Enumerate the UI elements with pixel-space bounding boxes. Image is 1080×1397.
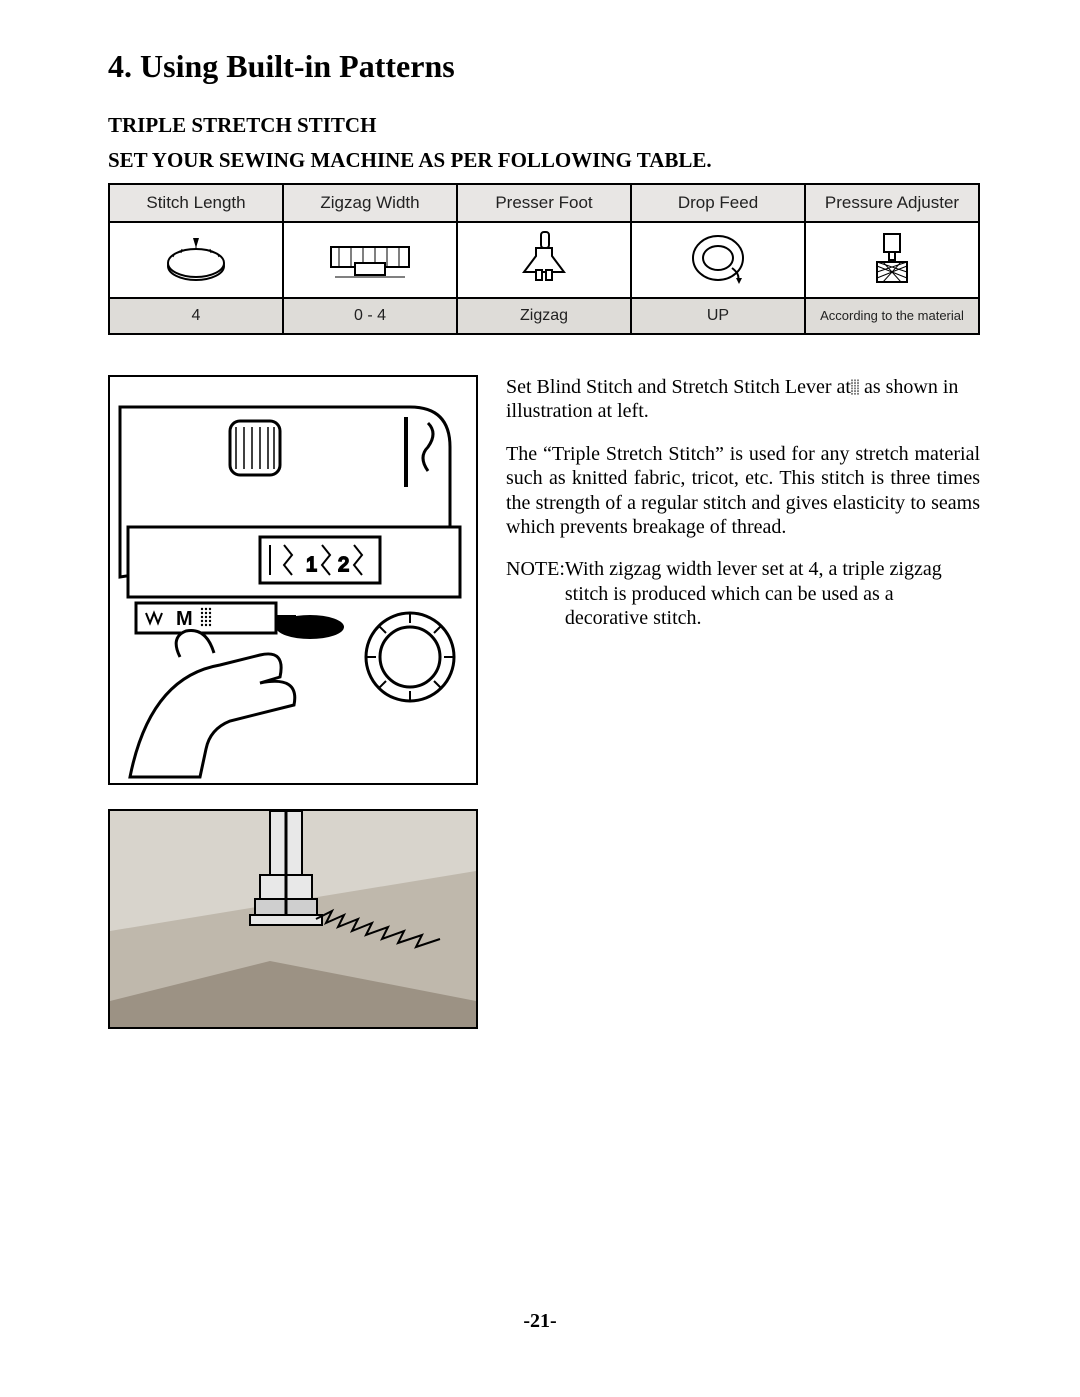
pressure-adjuster-icon [805,222,979,298]
p1-text-a: Set Blind Stitch and Stretch Stitch Leve… [506,376,851,398]
zigzag-width-scale-icon [283,222,457,298]
settings-table: Stitch Length Zigzag Width Presser Foot … [108,183,980,335]
illustration-column: 1 2 M [108,375,478,1029]
stitch-length-value: 4 [109,298,283,334]
instruction-para-2: The “Triple Stretch Stitch” is used for … [506,442,980,540]
note-body: With zigzag width lever set at 4, a trip… [565,557,980,630]
col-pressure-adjuster: Pressure Adjuster [805,184,979,222]
svg-text:2: 2 [338,554,349,576]
section-title: 4. Using Built-in Patterns [108,48,980,85]
col-zigzag-width: Zigzag Width [283,184,457,222]
col-presser-foot: Presser Foot [457,184,631,222]
table-header-row: Stitch Length Zigzag Width Presser Foot … [109,184,979,222]
col-drop-feed: Drop Feed [631,184,805,222]
body-text: Set Blind Stitch and Stretch Stitch Leve… [506,375,980,649]
presser-foot-value: Zigzag [457,298,631,334]
svg-text:1: 1 [306,554,317,576]
drop-feed-dial-icon [631,222,805,298]
page-number: -21- [0,1310,1080,1333]
zigzag-presser-foot-icon [457,222,631,298]
stitch-name-heading: TRIPLE STRETCH STITCH [108,113,980,138]
table-value-row: 4 0 - 4 Zigzag UP According to the mater… [109,298,979,334]
body-columns: 1 2 M [108,375,980,1029]
col-stitch-length: Stitch Length [109,184,283,222]
sewing-result-illustration [108,809,478,1029]
table-instruction: SET YOUR SEWING MACHINE AS PER FOLLOWING… [108,148,980,173]
zigzag-width-value: 0 - 4 [283,298,457,334]
lever-setting-illustration: 1 2 M [108,375,478,785]
pressure-adjuster-value: According to the material [805,298,979,334]
instruction-para-1: Set Blind Stitch and Stretch Stitch Leve… [506,375,980,424]
svg-text:M: M [176,608,193,630]
triple-stitch-pattern-icon [851,377,859,393]
stitch-length-dial-icon [109,222,283,298]
drop-feed-value: UP [631,298,805,334]
table-icon-row [109,222,979,298]
note-block: NOTE: With zigzag width lever set at 4, … [506,557,980,630]
note-label: NOTE: [506,557,565,630]
manual-page: 4. Using Built-in Patterns TRIPLE STRETC… [0,0,1080,1397]
